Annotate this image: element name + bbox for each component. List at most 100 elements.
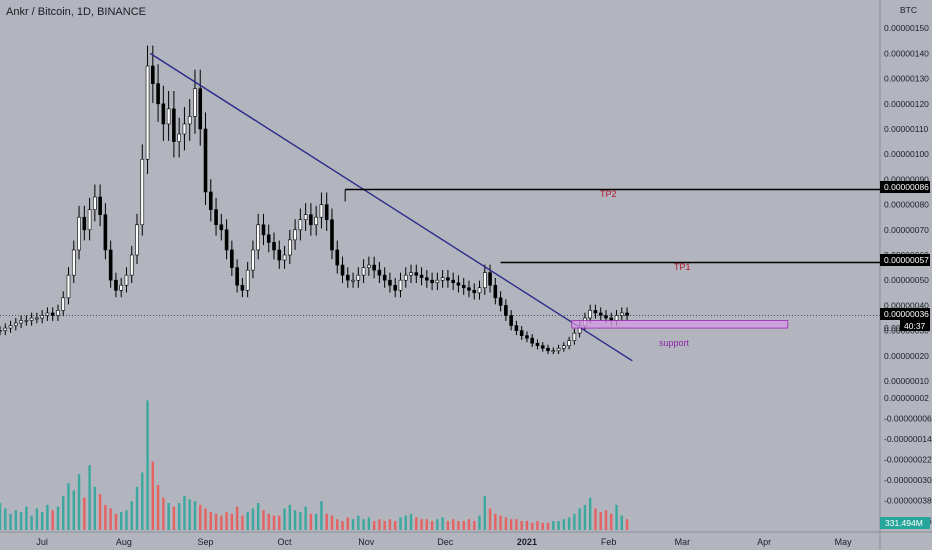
candle-body [519, 330, 524, 336]
volume-bar [167, 503, 170, 530]
volume-bar [72, 490, 75, 530]
volume-bar [314, 513, 318, 530]
volume-bar [625, 519, 629, 530]
price-tick-label: 0.00000050 [884, 275, 929, 285]
countdown-badge [900, 320, 930, 331]
candle-body [224, 229, 229, 251]
volume-bar [146, 400, 149, 530]
tp1-price-text: 0.00000057 [884, 255, 929, 265]
current-price-badge [880, 308, 930, 320]
volume-bar [562, 519, 566, 530]
price-tick-label: 0.00000120 [884, 99, 929, 109]
volume-bar [446, 521, 450, 530]
candle-body [493, 284, 498, 299]
volume-bar [299, 512, 302, 530]
candle-body [71, 249, 76, 276]
time-tick-label: Feb [601, 537, 617, 547]
candle-body [108, 249, 113, 281]
time-tick-label: Jul [36, 537, 48, 547]
candle-body [177, 133, 181, 142]
tp2-price-text: 0.00000086 [884, 182, 929, 192]
candle-body [377, 269, 382, 276]
candle-body [50, 312, 55, 316]
candle-body [288, 239, 292, 256]
volume-bar [183, 495, 186, 530]
candle-body [604, 315, 608, 319]
time-axis[interactable]: Jul Aug Sep Oct Nov Dec 2021 Feb Mar Apr May [36, 537, 852, 547]
candle-body [335, 249, 340, 266]
volume-bar [404, 515, 407, 530]
candle-body [482, 272, 487, 289]
candle-body [129, 254, 134, 276]
time-tick-label: Nov [358, 537, 375, 547]
candle-body [456, 282, 461, 286]
volume-bar [251, 508, 255, 530]
price-tick-label: 0.00000110 [884, 124, 929, 134]
volume-bar [177, 503, 181, 530]
volume-bar [330, 515, 334, 530]
countdown-text: 40:37 [904, 321, 926, 331]
volume-layer [0, 400, 629, 530]
tp1-label: TP1 [674, 262, 691, 272]
volume-bar [351, 519, 355, 530]
volume-bar [488, 508, 492, 530]
volume-bar [436, 519, 439, 530]
volume-bar [415, 517, 418, 530]
volume-bar [357, 515, 360, 530]
candle-body [119, 284, 123, 291]
volume-bar [14, 510, 18, 530]
support-zone [571, 320, 789, 329]
volume-bar [583, 504, 587, 530]
candle-body [172, 108, 176, 142]
candle-body [372, 264, 376, 271]
candle-body [540, 345, 545, 349]
volume-bar [209, 512, 212, 530]
candle-body [535, 342, 540, 347]
candle-body [14, 322, 18, 326]
candle-body [419, 274, 424, 278]
candle-body [367, 264, 371, 268]
candle-body [245, 269, 250, 291]
candle-body [488, 272, 492, 286]
volume-bar [425, 519, 429, 530]
candle-body [546, 347, 550, 352]
volume-bar [0, 503, 2, 530]
volume-bar [573, 513, 576, 530]
price-tick-label: 0.00000090 [884, 174, 929, 184]
volume-bar [267, 513, 270, 530]
price-axis-unit: BTC [900, 5, 917, 15]
candle-body [398, 279, 403, 291]
volume-tick-label: -0.00000030 [884, 475, 932, 485]
candle-body [504, 305, 508, 316]
candle-body [87, 209, 92, 231]
volume-bar [515, 519, 518, 530]
volume-bar [399, 517, 402, 530]
candle-body [440, 277, 445, 281]
candle-body [614, 315, 619, 321]
volume-bar [620, 515, 623, 530]
volume-bar [162, 497, 165, 530]
volume-bar [288, 504, 292, 530]
volume-bar [504, 517, 508, 530]
price-tick-label: 0.00000010 [884, 376, 929, 386]
time-tick-label: Dec [437, 537, 454, 547]
candle-body [35, 317, 39, 320]
price-tick-label: 0.00000040 [884, 300, 929, 310]
volume-badge [880, 517, 930, 529]
candle-body [114, 279, 118, 291]
candle-body [8, 325, 13, 329]
volume-bar [293, 510, 297, 530]
candle-body [3, 327, 8, 331]
candle-body [251, 249, 255, 271]
volume-tick-label: -0.00000022 [884, 455, 932, 465]
volume-bar [9, 513, 12, 530]
time-tick-label: Apr [757, 537, 771, 547]
candle-body [66, 274, 71, 299]
candle-body [235, 267, 239, 286]
price-tick-label: 0.00000140 [884, 48, 929, 58]
volume-bar [46, 504, 49, 530]
volume-bar [325, 513, 328, 530]
volume-bar [494, 513, 497, 530]
